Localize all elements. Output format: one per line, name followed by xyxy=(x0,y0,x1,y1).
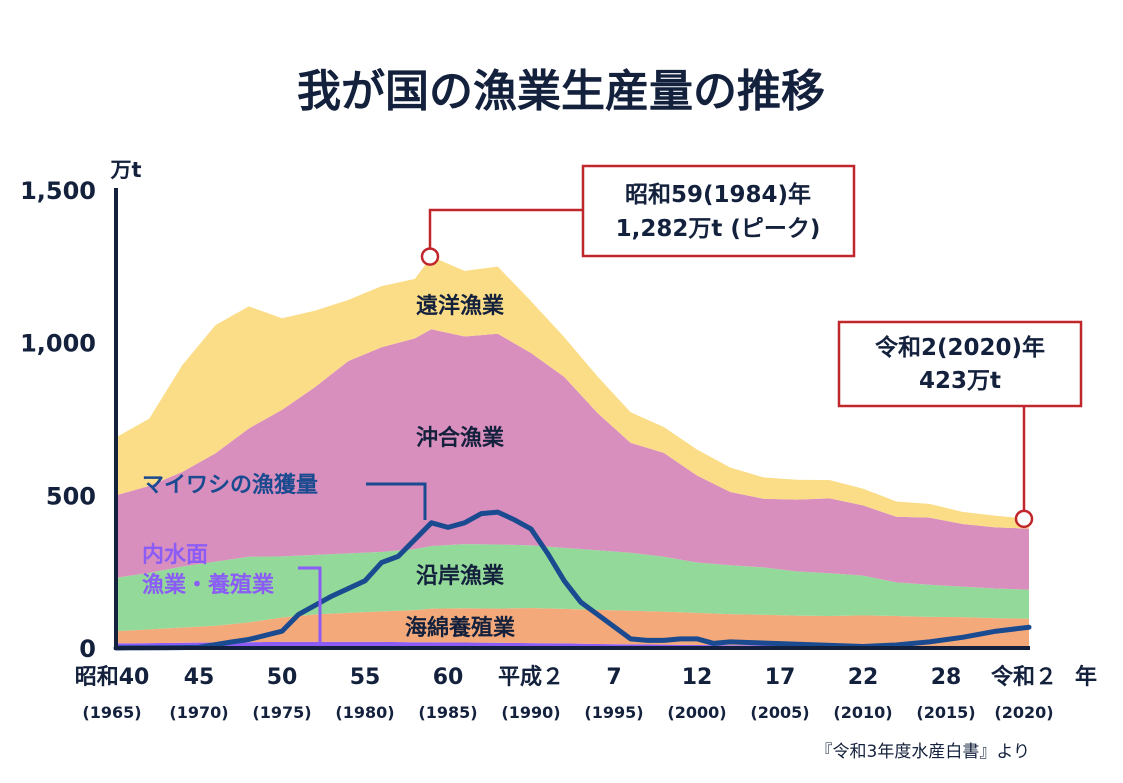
label-offshore-fishery: 沖合漁業 xyxy=(416,425,505,451)
latest-callout-line2: 423万t xyxy=(919,368,1001,394)
x-tick-sublabel: (2005) xyxy=(750,703,809,722)
label-coastal-fishery: 沿岸漁業 xyxy=(416,563,505,589)
label-marine-aquaculture: 海綿養殖業 xyxy=(405,615,516,641)
x-tick-label: 7 xyxy=(606,665,621,690)
label-sardine: マイワシの漁獲量 xyxy=(142,472,318,498)
x-tick-label: 22 xyxy=(848,665,879,690)
callouts: 昭和59(1984)年 1,282万t (ピーク) 令和2(2020)年 423万t xyxy=(420,164,1083,529)
x-tick-sublabel: (1990) xyxy=(501,703,560,722)
x-tick-sublabel: (1985) xyxy=(418,703,477,722)
y-tick-label: 1,500 xyxy=(20,177,96,205)
x-tick-label: 50 xyxy=(267,665,298,690)
x-tick-label: 令和２ xyxy=(991,664,1057,690)
x-tick-label: 45 xyxy=(184,665,215,690)
y-tick-label: 0 xyxy=(79,635,96,663)
peak-marker xyxy=(420,247,440,266)
x-tick-sublabel: (2020) xyxy=(994,703,1053,722)
source-note: 『令和3年度水産白書』より xyxy=(816,742,1030,762)
x-tick-label: 12 xyxy=(682,665,713,690)
sardine-leader-line xyxy=(366,482,427,520)
x-tick-label: 17 xyxy=(765,665,796,690)
area-series-3 xyxy=(116,329,1029,590)
peak-leader-line xyxy=(428,208,583,249)
latest-marker xyxy=(1014,509,1034,529)
chart-title: 我が国の漁業生産量の推移 xyxy=(297,66,825,117)
x-tick-sublabel: (1980) xyxy=(335,703,394,722)
area-series-4 xyxy=(116,256,1029,529)
label-distant-fishery: 遠洋漁業 xyxy=(416,293,505,319)
x-tick-label: 28 xyxy=(931,665,962,690)
x-tick-sublabel: (2010) xyxy=(833,703,892,722)
peak-callout-box xyxy=(581,164,856,258)
x-unit-label: 年 xyxy=(1075,664,1097,690)
latest-callout-line1: 令和2(2020)年 xyxy=(875,334,1045,361)
x-tick-sublabel: (2015) xyxy=(916,703,975,722)
sardine-line-group xyxy=(113,509,1032,651)
x-tick-sublabel: (1965) xyxy=(82,703,141,722)
x-tick-label: 60 xyxy=(433,665,464,690)
y-unit-label: 万t xyxy=(109,158,141,182)
y-tick-label: 500 xyxy=(46,482,96,510)
peak-callout-line2: 1,282万t (ピーク) xyxy=(616,216,821,242)
label-inland-line1: 内水面 xyxy=(142,543,208,568)
axes: 万t 0 500 1,000 1,500 昭和40 (1965) 45 (1970) 50 (197… xyxy=(20,158,1097,722)
x-tick-label: 昭和40 xyxy=(75,665,150,690)
x-tick-label: 55 xyxy=(350,665,381,690)
inland-leader-line xyxy=(298,566,322,645)
peak-callout-line1: 昭和59(1984)年 xyxy=(625,181,811,208)
label-inland-line2: 漁業・養殖業 xyxy=(142,572,275,598)
area-series-1 xyxy=(116,608,1029,647)
x-tick-sublabel: (1975) xyxy=(252,703,311,722)
x-tick-label: 平成２ xyxy=(498,665,564,690)
x-tick-sublabel: (1970) xyxy=(169,703,228,722)
latest-callout-box xyxy=(837,320,1083,408)
x-tick-sublabel: (1995) xyxy=(584,703,643,722)
y-tick-label: 1,000 xyxy=(20,330,96,358)
x-tick-sublabel: (2000) xyxy=(667,703,726,722)
sardine-line xyxy=(113,509,1032,651)
